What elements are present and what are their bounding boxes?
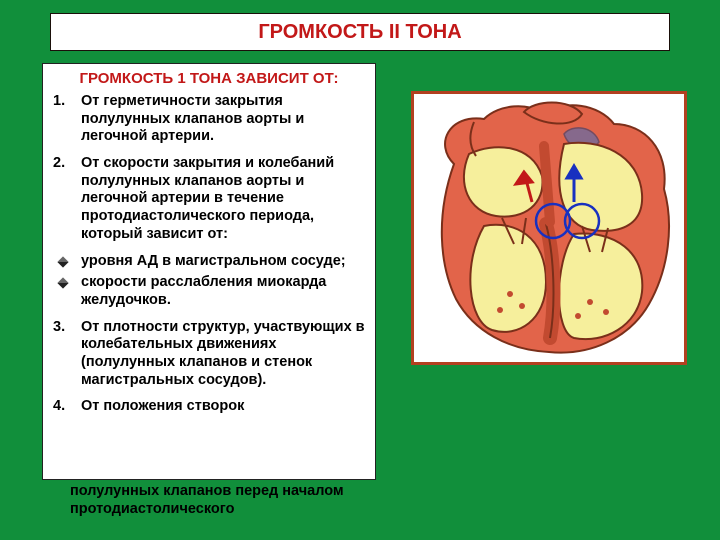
numbered-list: От герметичности закрытия полулунных кла… (53, 93, 365, 244)
overflow-text: полулунных клапанов перед началом протод… (70, 483, 376, 518)
heart-diagram (411, 91, 687, 365)
numbered-list-cont: От плотности структур, участвующих в кол… (53, 319, 365, 416)
list-item: От герметичности закрытия полулунных кла… (53, 93, 365, 146)
list-item: От положения створок (53, 398, 365, 416)
list-item: От скорости закрытия и колебаний полулун… (53, 155, 365, 243)
content-box: ГРОМКОСТЬ 1 ТОНА ЗАВИСИТ ОТ: От герметич… (42, 63, 376, 480)
subtitle: ГРОМКОСТЬ 1 ТОНА ЗАВИСИТ ОТ: (53, 70, 365, 87)
bullet-item: скорости расслабления миокарда желудочко… (53, 274, 365, 309)
title-bar: ГРОМКОСТЬ II ТОНА (50, 13, 670, 51)
bullet-list: уровня АД в магистральном сосуде; скорос… (53, 253, 365, 310)
list-item: От плотности структур, участвующих в кол… (53, 319, 365, 390)
bullet-item: уровня АД в магистральном сосуде; (53, 253, 365, 271)
heart-icon (414, 94, 684, 362)
page-title: ГРОМКОСТЬ II ТОНА (258, 21, 461, 44)
